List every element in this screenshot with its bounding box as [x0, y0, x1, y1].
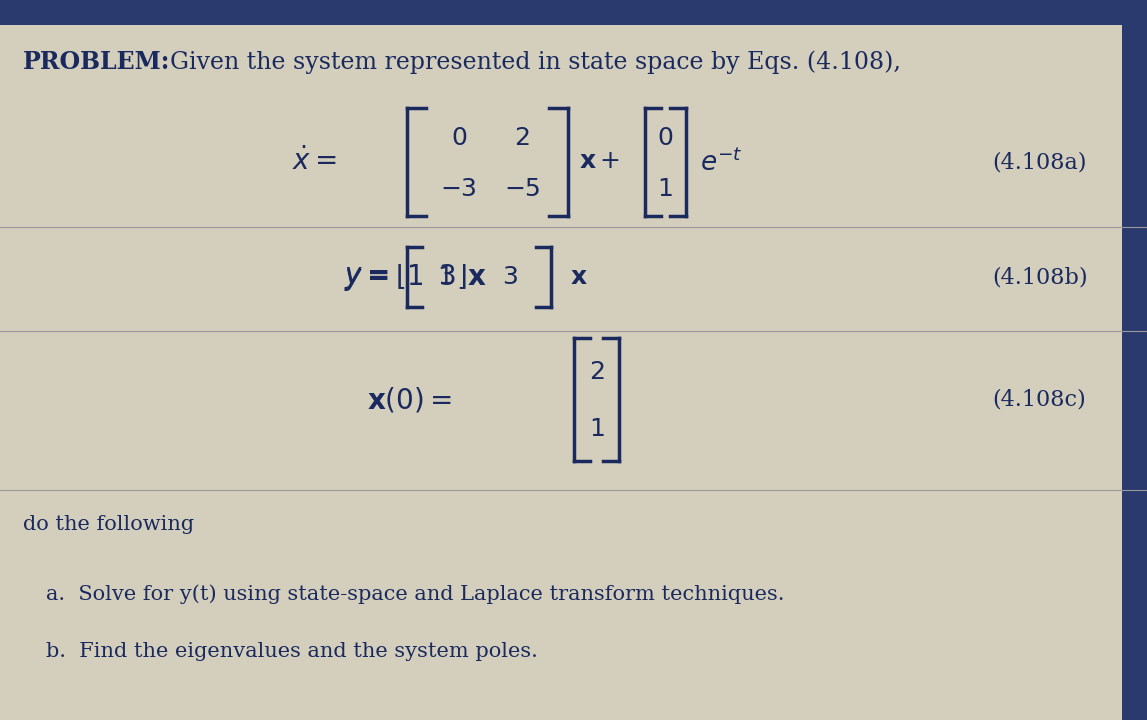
Text: $2$: $2$	[588, 361, 604, 384]
Text: $1$: $1$	[437, 266, 453, 289]
Text: $-3$: $-3$	[440, 178, 477, 201]
Text: $e^{-t}$: $e^{-t}$	[700, 148, 742, 176]
Text: PROBLEM:: PROBLEM:	[23, 50, 170, 74]
Text: $\mathbf{x} +$: $\mathbf{x} +$	[579, 150, 621, 174]
Text: a.  Solve for y(t) using state-space and Laplace transform techniques.: a. Solve for y(t) using state-space and …	[46, 584, 785, 604]
Text: $2$: $2$	[514, 127, 530, 150]
Text: $1$: $1$	[588, 418, 604, 441]
Text: $y = \lfloor 1 \;\; 3 \rfloor \mathbf{x}$: $y = \lfloor 1 \;\; 3 \rfloor \mathbf{x}…	[344, 261, 486, 293]
Text: $3$: $3$	[502, 266, 518, 289]
Text: Given the system represented in state space by Eqs. (4.108),: Given the system represented in state sp…	[170, 50, 900, 74]
Text: $1$: $1$	[657, 178, 673, 201]
Text: $\dot{x} =$: $\dot{x} =$	[292, 148, 337, 176]
Text: (4.108c): (4.108c)	[992, 389, 1086, 410]
Text: $0$: $0$	[657, 127, 673, 150]
Text: $0$: $0$	[451, 127, 467, 150]
Text: b.  Find the eigenvalues and the system poles.: b. Find the eigenvalues and the system p…	[46, 642, 538, 661]
Bar	[0, 0, 1147, 25]
Text: (4.108a): (4.108a)	[992, 151, 1086, 173]
Bar	[1122, 0, 1147, 720]
Text: $y =$: $y =$	[344, 264, 389, 291]
Text: $-5$: $-5$	[504, 178, 540, 201]
Text: do the following: do the following	[23, 515, 194, 534]
Text: $\mathbf{x}$: $\mathbf{x}$	[570, 266, 587, 289]
Text: $\mathbf{x}(0) =$: $\mathbf{x}(0) =$	[367, 385, 452, 414]
Text: (4.108b): (4.108b)	[992, 266, 1087, 288]
